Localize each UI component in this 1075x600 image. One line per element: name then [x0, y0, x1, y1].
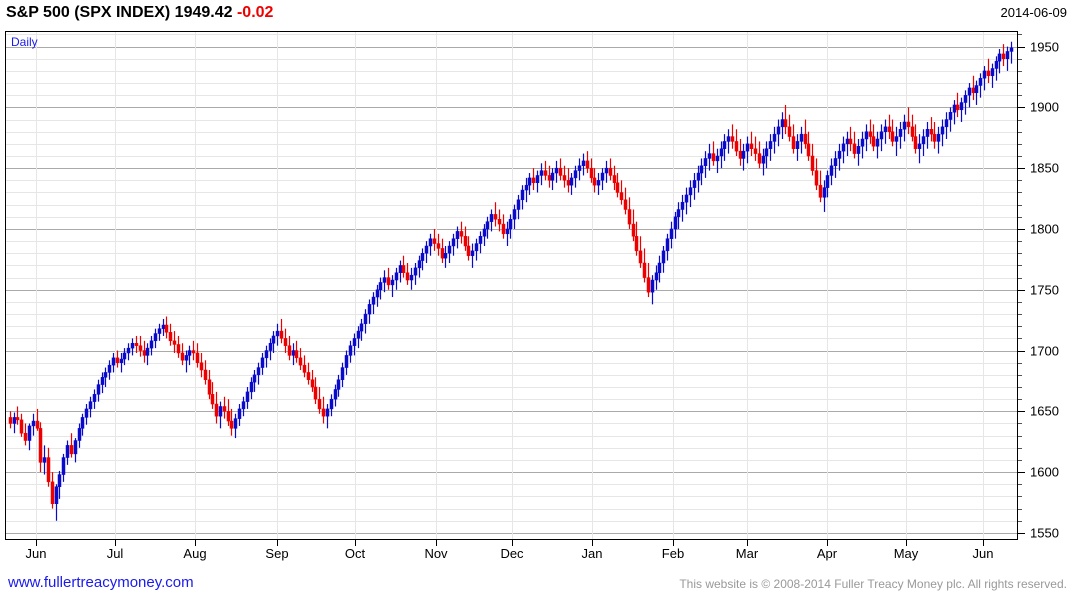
y-axis-label: 1950	[1030, 39, 1059, 55]
y-axis-minor-tick	[1018, 83, 1022, 85]
x-axis-label: Dec	[500, 546, 524, 561]
y-axis-tick	[1018, 107, 1025, 109]
y-axis-label: 1900	[1030, 99, 1059, 115]
y-axis-label: 1850	[1030, 160, 1059, 176]
y-axis-label: 1800	[1030, 221, 1059, 237]
x-axis-tick	[747, 540, 748, 546]
price-chart[interactable]: Daily	[5, 31, 1018, 540]
candlestick-plot	[6, 32, 1017, 539]
y-axis-minor-tick	[1018, 508, 1022, 510]
y-axis-minor-tick	[1018, 496, 1022, 498]
y-axis-minor-tick	[1018, 374, 1022, 376]
y-axis-minor-tick	[1018, 326, 1022, 328]
x-axis-label: Sep	[265, 546, 289, 561]
y-axis-minor-tick	[1018, 34, 1022, 36]
copyright-notice: This website is © 2008-2014 Fuller Treac…	[679, 577, 1067, 591]
y-axis-tick	[1018, 411, 1025, 413]
y-axis-minor-tick	[1018, 204, 1022, 206]
y-axis-label: 1650	[1030, 403, 1059, 419]
x-axis-tick	[673, 540, 674, 546]
y-axis-minor-tick	[1018, 156, 1022, 157]
x-axis-tick	[827, 540, 828, 546]
interval-label: Daily	[11, 35, 38, 49]
y-axis: 1550 1600 1650 1700 1750 1800 1850 1900 1950	[1018, 31, 1075, 541]
y-axis-minor-tick	[1018, 95, 1022, 97]
x-axis-label: Aug	[183, 546, 207, 561]
y-axis-minor-tick	[1018, 70, 1022, 72]
x-axis-label: Jul	[106, 546, 124, 561]
y-axis-tick	[1018, 228, 1025, 230]
y-axis-minor-tick	[1018, 277, 1022, 279]
page-title: S&P 500 (SPX INDEX) 1949.42 -0.02	[6, 4, 273, 22]
y-axis-minor-tick	[1018, 119, 1022, 121]
chart-footer: www.fullertreacymoney.com This website i…	[0, 572, 1075, 600]
instrument-name: S&P 500 (SPX INDEX)	[6, 4, 171, 21]
y-axis-tick	[1018, 350, 1025, 352]
y-axis-label: 1700	[1030, 343, 1059, 359]
y-axis-minor-tick	[1018, 423, 1022, 425]
y-axis-minor-tick	[1018, 180, 1022, 182]
y-axis-minor-tick	[1018, 301, 1022, 303]
x-axis-tick	[983, 540, 984, 546]
y-axis-minor-tick	[1018, 58, 1022, 60]
x-axis-tick	[436, 540, 437, 546]
x-axis-tick	[355, 540, 356, 546]
site-url-link[interactable]: www.fullertreacymoney.com	[8, 574, 194, 591]
x-axis-label: May	[893, 546, 919, 561]
last-price: 1949.42	[174, 4, 233, 21]
x-axis-label: Jun	[25, 546, 47, 561]
y-axis-minor-tick	[1018, 216, 1022, 218]
y-axis-minor-tick	[1018, 131, 1022, 133]
y-axis-minor-tick	[1018, 387, 1022, 389]
x-axis-label: Nov	[424, 546, 448, 561]
y-axis-minor-tick	[1018, 338, 1022, 340]
price-change: -0.02	[236, 4, 274, 21]
y-axis-minor-tick	[1018, 399, 1022, 401]
x-axis: Jun Jul Aug Sep Oct Nov Dec Jan Feb Mar Apr May Jun	[5, 540, 1018, 568]
y-axis-tick	[1018, 289, 1025, 291]
y-axis-label: 1600	[1030, 464, 1059, 480]
y-axis-minor-tick	[1018, 192, 1022, 194]
y-axis-tick	[1018, 168, 1025, 170]
chart-header: S&P 500 (SPX INDEX) 1949.42 -0.02 2014-0…	[0, 0, 1075, 30]
x-axis-label: Mar	[735, 546, 759, 561]
y-axis-minor-tick	[1018, 143, 1022, 145]
y-axis-tick	[1018, 46, 1025, 48]
y-axis-minor-tick	[1018, 447, 1022, 449]
y-axis-minor-tick	[1018, 435, 1022, 437]
x-axis-tick	[36, 540, 37, 546]
x-axis-label: Jun	[972, 546, 994, 561]
x-axis-tick	[906, 540, 907, 546]
y-axis-minor-tick	[1018, 484, 1022, 486]
y-axis-label: 1550	[1030, 525, 1059, 541]
y-axis-minor-tick	[1018, 362, 1022, 364]
x-axis-label: Oct	[344, 546, 366, 561]
y-axis-minor-tick	[1018, 520, 1022, 522]
x-axis-tick	[277, 540, 278, 546]
x-axis-label: Feb	[661, 546, 685, 561]
y-axis-tick	[1018, 532, 1025, 534]
x-axis-tick	[195, 540, 196, 546]
x-axis-label: Apr	[816, 546, 838, 561]
y-axis-minor-tick	[1018, 253, 1022, 255]
y-axis-label: 1750	[1030, 282, 1059, 298]
as-of-date: 2014-06-09	[1000, 5, 1068, 20]
y-axis-minor-tick	[1018, 314, 1022, 316]
y-axis-minor-tick	[1018, 265, 1022, 267]
y-axis-minor-tick	[1018, 241, 1022, 243]
x-axis-tick	[592, 540, 593, 546]
x-axis-tick	[115, 540, 116, 546]
x-axis-tick	[512, 540, 513, 546]
y-axis-tick	[1018, 472, 1025, 474]
y-axis-minor-tick	[1018, 459, 1022, 461]
x-axis-label: Jan	[581, 546, 603, 561]
